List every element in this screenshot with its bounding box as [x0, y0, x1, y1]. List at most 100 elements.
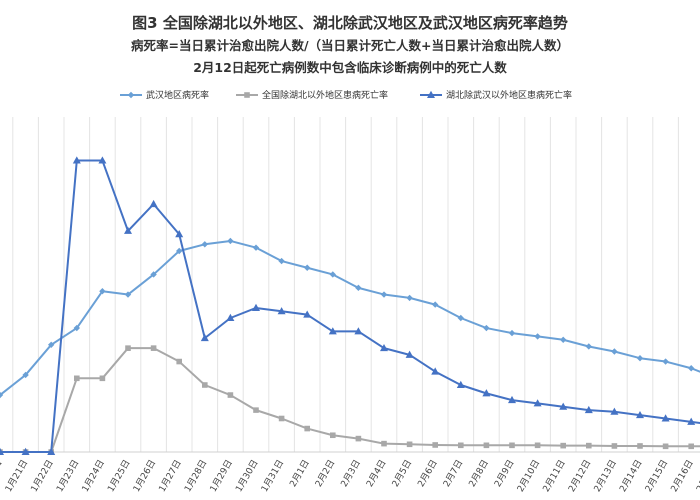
- data-point: [637, 443, 643, 449]
- data-point: [175, 230, 184, 238]
- x-tick-label: 2月1日: [288, 458, 312, 489]
- x-tick-label: 2月3日: [339, 458, 363, 489]
- x-tick-label: 2月13日: [592, 458, 619, 494]
- series-2: [0, 156, 700, 455]
- data-point: [125, 345, 131, 351]
- data-point: [303, 310, 312, 318]
- legend-marker-nation: [244, 92, 250, 98]
- x-tick-label: 1月25日: [105, 458, 132, 494]
- data-point: [124, 226, 132, 234]
- data-point: [458, 442, 464, 449]
- legend-item-wuhan: 武汉地区病死率: [120, 89, 209, 101]
- data-point: [483, 324, 490, 332]
- data-point: [21, 447, 30, 455]
- data-point: [0, 447, 4, 455]
- data-point: [48, 341, 55, 348]
- data-point: [176, 247, 183, 255]
- legend-item-hubei: 湖北除武汉以外地区患病死亡率: [420, 89, 572, 101]
- data-point: [687, 417, 696, 425]
- data-point: [508, 395, 516, 404]
- data-point: [99, 288, 106, 295]
- data-point: [380, 343, 388, 352]
- data-point: [533, 399, 542, 407]
- data-point: [226, 313, 235, 321]
- x-tick-label: 1月24日: [80, 458, 107, 494]
- data-point: [354, 327, 363, 335]
- series-0: [0, 237, 700, 399]
- gridlines: [12, 117, 679, 452]
- x-tick-label: 2月9日: [492, 458, 516, 489]
- x-tick-labels: 1月20日 1月21日 1月22日 1月23日 1月24日 1月25日 1月26日 1月27日…: [0, 458, 700, 494]
- data-point: [74, 375, 80, 382]
- data-point: [456, 380, 465, 388]
- data-point: [406, 294, 413, 302]
- data-point: [124, 291, 132, 298]
- x-tick-label: 1月27日: [157, 458, 184, 494]
- legend-marker-hubei: [427, 90, 435, 98]
- data-point: [688, 365, 695, 372]
- data-point: [636, 355, 644, 362]
- x-tick-label: 2月11日: [541, 458, 568, 494]
- data-point: [176, 358, 182, 365]
- data-point: [560, 442, 566, 449]
- data-point: [405, 350, 414, 358]
- x-tick-label: 2月2日: [313, 458, 337, 489]
- data-point: [329, 271, 336, 278]
- data-point: [432, 301, 439, 308]
- data-point: [252, 303, 260, 311]
- data-point: [560, 336, 567, 343]
- data-point: [381, 440, 387, 447]
- data-point: [431, 367, 440, 375]
- x-tick-label: 1月29日: [208, 458, 235, 494]
- data-point: [483, 442, 490, 449]
- data-point: [585, 343, 592, 350]
- data-point: [509, 442, 515, 449]
- series-1: [0, 345, 700, 455]
- data-point: [99, 375, 106, 382]
- data-point: [457, 314, 464, 322]
- data-point: [202, 382, 208, 388]
- data-point: [482, 389, 491, 397]
- data-point: [559, 402, 568, 410]
- data-point: [150, 271, 157, 278]
- data-point: [688, 443, 694, 450]
- legend-item-nation: 全国除湖北以外地区患病死亡率: [236, 89, 388, 101]
- data-point: [201, 241, 208, 248]
- data-point: [98, 156, 107, 164]
- data-point: [252, 244, 260, 251]
- series-line: [0, 347, 700, 453]
- data-point: [586, 442, 592, 449]
- data-point: [277, 307, 286, 315]
- data-point: [304, 264, 311, 271]
- chart-subtitle-2: 2月12日起死亡病例数中包含临床诊断病例中的死亡人数: [193, 60, 507, 75]
- data-point: [662, 443, 669, 450]
- x-tick-label: 2月15日: [643, 458, 670, 494]
- x-tick-label: 2月6日: [416, 458, 440, 489]
- series-line: [0, 159, 700, 453]
- data-point: [72, 156, 81, 164]
- legend: 武汉地区病死率 全国除湖北以外地区患病死亡率 湖北除武汉以外地区患病死亡率: [120, 89, 572, 101]
- data-point: [432, 442, 438, 448]
- data-point: [330, 432, 336, 439]
- x-tick-label: 1月21日: [3, 458, 30, 494]
- data-point: [200, 333, 209, 342]
- data-point: [661, 414, 670, 422]
- x-tick-label: 2月5日: [390, 458, 414, 489]
- data-point: [611, 348, 618, 355]
- data-point: [150, 345, 157, 351]
- x-tick-label: 1月23日: [54, 458, 81, 494]
- x-tick-label: 2月16日: [669, 458, 696, 494]
- x-tick-label: 1月31日: [259, 458, 286, 494]
- x-tick-label: 2月8日: [467, 458, 491, 489]
- data-point: [0, 391, 4, 399]
- data-point: [47, 447, 56, 455]
- legend-marker-wuhan: [127, 91, 135, 99]
- x-tick-label: 1月26日: [131, 458, 158, 494]
- data-point: [355, 435, 362, 442]
- data-point: [278, 415, 285, 422]
- data-point: [636, 410, 644, 419]
- chart-subtitle-1: 病死率=当日累计治愈出院人数/（当日累计死亡人数+当日累计治愈出院人数）: [131, 38, 569, 53]
- x-tick-label: 2月12日: [566, 458, 593, 494]
- data-point: [406, 441, 413, 448]
